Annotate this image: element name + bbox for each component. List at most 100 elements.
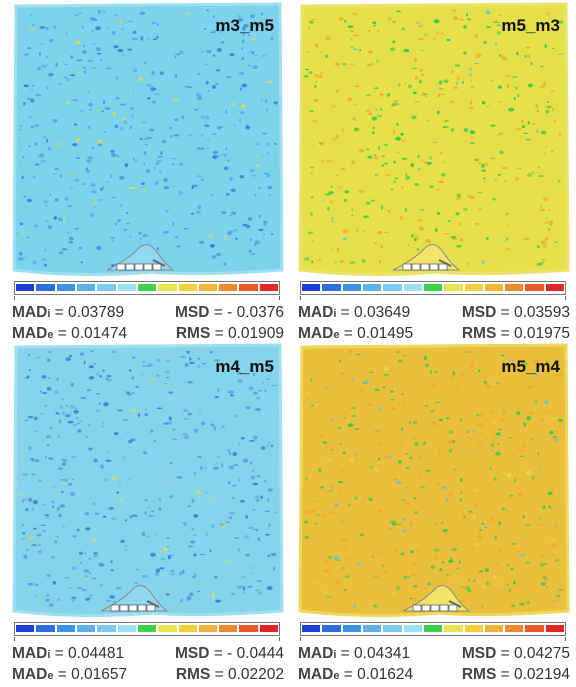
- rms-label: RMS: [461, 325, 497, 342]
- panel-label: m5_m4: [501, 357, 560, 376]
- mad-e-subscript: e: [333, 670, 340, 682]
- mad-e-subscript: e: [47, 670, 54, 682]
- msd-value: - 0.0444: [227, 645, 284, 662]
- color-scale-segment: [505, 625, 524, 632]
- color-scale-segment: [117, 625, 136, 632]
- statistics: MADi = 0.04341 MSD = 0.04275 MADe = 0.01…: [298, 645, 570, 683]
- color-scale-segment: [219, 625, 238, 632]
- color-scale-segment: [464, 625, 483, 632]
- color-scale-segment: [158, 625, 177, 632]
- color-scale-segment: [545, 625, 565, 632]
- color-scale-segment: [178, 284, 197, 291]
- deviation-map-panel: m5_m3 MADi = 0.03649 MSD = 0.03593 MADe …: [298, 2, 570, 342]
- color-scale-segment: [36, 284, 55, 291]
- msd-label: MSD: [461, 304, 497, 321]
- color-scale-segment: [137, 625, 157, 632]
- mad-label: MAD: [298, 666, 334, 683]
- surface-shape: [298, 2, 570, 277]
- color-scale-segment: [484, 625, 504, 632]
- deviation-map-panel: m4_m5 MADi = 0.04481 MSD = - 0.0444 MADe…: [12, 343, 284, 683]
- mad-label: MAD: [298, 304, 334, 321]
- color-scale-segment: [302, 625, 321, 632]
- color-scale-segment: [56, 625, 75, 632]
- deviation-map-image: [12, 343, 284, 618]
- color-scale-segment: [239, 284, 258, 291]
- color-scale-segment: [342, 284, 361, 291]
- color-scale-segment: [198, 625, 218, 632]
- msd-label: MSD: [174, 645, 210, 662]
- color-scale-segment: [259, 284, 279, 291]
- mad-label: MAD: [298, 645, 334, 662]
- mad-label: MAD: [12, 645, 48, 662]
- mad-e-subscript: e: [333, 329, 340, 341]
- color-scale-bar: [300, 622, 566, 636]
- color-scale-segment: [137, 284, 157, 291]
- color-scale-segment: [117, 284, 136, 291]
- color-scale-segment: [362, 625, 382, 632]
- color-scale-segment: [76, 284, 96, 291]
- deviation-map: [12, 343, 284, 619]
- deviation-map-image: [298, 2, 570, 277]
- color-scale-segment: [239, 625, 258, 632]
- color-scale-segment: [525, 625, 544, 632]
- color-scale-segment: [383, 625, 402, 632]
- color-scale-segment: [383, 284, 402, 291]
- mad-e-value: 0.01474: [71, 325, 128, 342]
- color-scale-segment: [219, 284, 238, 291]
- color-scale-segment: [158, 284, 177, 291]
- color-scale-segment: [36, 625, 55, 632]
- mad-label: MAD: [12, 325, 48, 342]
- mad-label: MAD: [298, 325, 334, 342]
- color-scale-segment: [505, 284, 524, 291]
- color-scale-ticks: [300, 296, 566, 300]
- mad-i-value: 0.04481: [68, 645, 125, 662]
- color-scale-segment: [322, 284, 341, 291]
- color-scale-segment: [56, 284, 75, 291]
- panel-label: m4_m5: [215, 357, 274, 376]
- color-scale-segment: [302, 284, 321, 291]
- color-scale-segment: [16, 625, 35, 632]
- msd-value: - 0.0376: [227, 304, 284, 321]
- mad-e-value: 0.01495: [357, 325, 414, 342]
- color-scale-segment: [403, 625, 422, 632]
- mad-e-value: 0.01624: [357, 666, 414, 683]
- mad-i-subscript: i: [333, 649, 337, 661]
- rms-label: RMS: [175, 666, 211, 683]
- msd-label: MSD: [461, 645, 497, 662]
- distribution-curve-icon: [100, 585, 169, 612]
- mad-i-subscript: i: [47, 308, 51, 320]
- color-scale-segment: [97, 625, 116, 632]
- color-scale-segment: [322, 625, 341, 632]
- rms-value: 0.01975: [513, 325, 570, 342]
- color-scale-bar: [300, 281, 566, 295]
- deviation-map-image: [12, 2, 284, 277]
- color-scale-ticks: [14, 637, 280, 641]
- mad-i-value: 0.03789: [68, 304, 125, 321]
- mad-e-subscript: e: [47, 329, 54, 341]
- color-scale-segment: [16, 284, 35, 291]
- mad-e-value: 0.01657: [71, 666, 128, 683]
- panel-label: m5_m3: [501, 16, 560, 35]
- panel-label: m3_m5: [215, 16, 274, 35]
- color-scale-bar: [14, 281, 280, 295]
- statistics: MADi = 0.03789 MSD = - 0.0376 MADe = 0.0…: [12, 304, 284, 342]
- color-scale-segment: [525, 284, 544, 291]
- color-scale-segment: [342, 625, 361, 632]
- distribution-curve-icon: [392, 244, 461, 271]
- statistics: MADi = 0.03649 MSD = 0.03593 MADe = 0.01…: [298, 304, 570, 342]
- surface-shape: [12, 343, 284, 618]
- surface-shape: [298, 343, 570, 618]
- deviation-map: [12, 2, 284, 278]
- color-scale-segment: [76, 625, 96, 632]
- deviation-map: [298, 343, 570, 619]
- mad-i-subscript: i: [333, 308, 337, 320]
- color-scale-segment: [444, 284, 463, 291]
- mad-label: MAD: [12, 666, 48, 683]
- color-scale-segment: [423, 284, 443, 291]
- deviation-map-image: [298, 343, 570, 618]
- mad-i-value: 0.04341: [354, 645, 411, 662]
- color-scale-ticks: [14, 296, 280, 300]
- deviation-map: [298, 2, 570, 278]
- color-scale-ticks: [300, 637, 566, 641]
- deviation-map-panel: m3_m5 MADi = 0.03789 MSD = - 0.0376 MADe…: [12, 2, 284, 342]
